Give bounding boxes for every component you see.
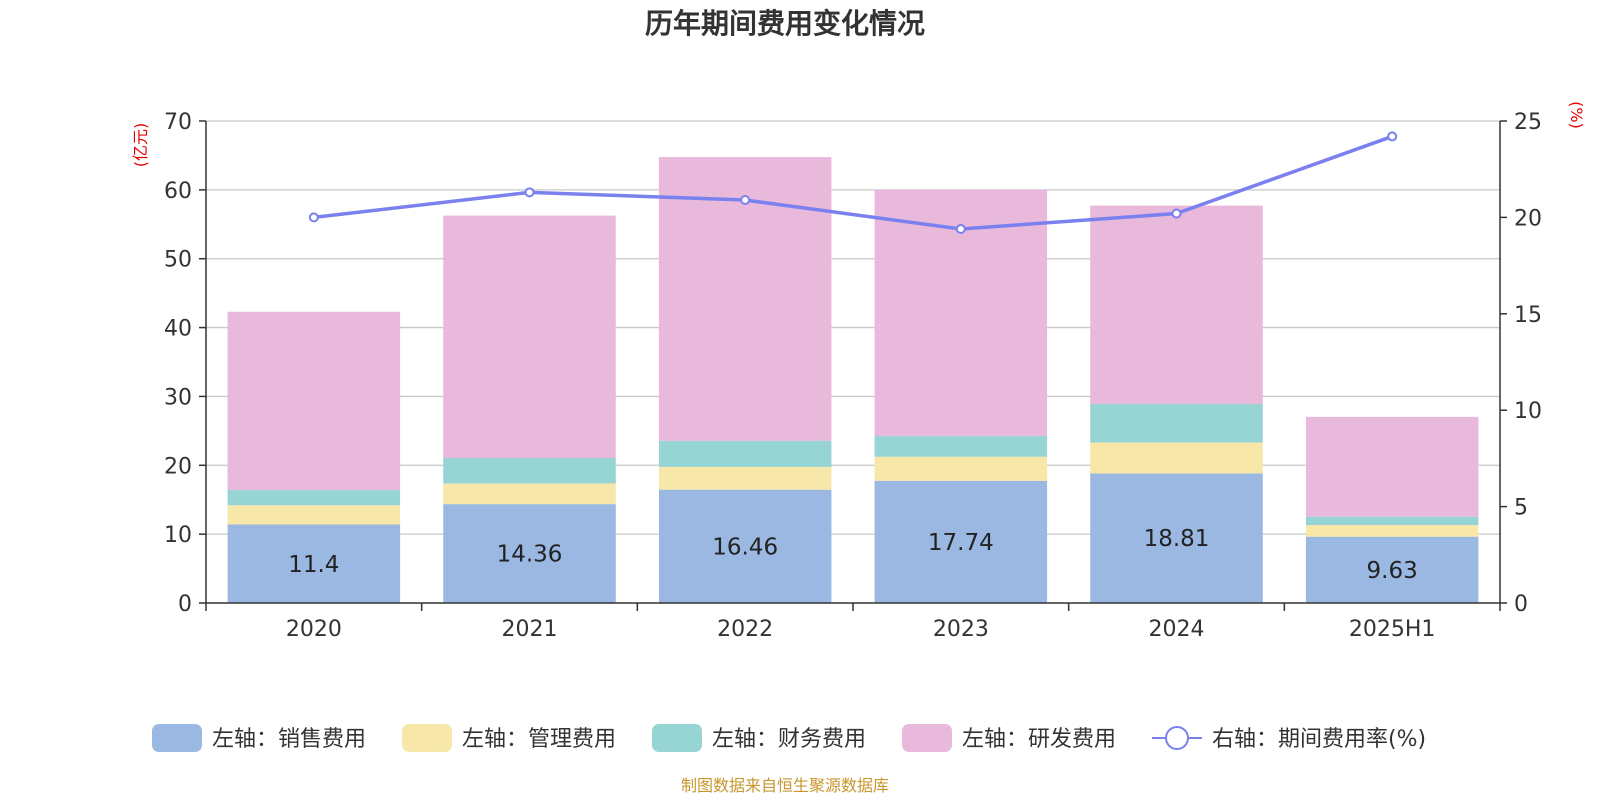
left-tick-label: 60 <box>164 179 192 204</box>
bar-segment-4 <box>443 215 616 458</box>
bar-segment-1 <box>1305 536 1479 603</box>
left-tick-label: 50 <box>164 248 192 273</box>
legend-item[interactable]: 右轴：期间费用率(%) <box>1152 726 1426 752</box>
bar-data-label: 16.46 <box>712 534 778 560</box>
x-tick-label: 2024 <box>1149 617 1205 642</box>
bar-segment-3 <box>1090 403 1263 443</box>
x-tick-label: 2020 <box>286 617 342 642</box>
bar-data-label: 9.63 <box>1367 558 1418 584</box>
left-axis-unit: (亿元) <box>131 123 150 168</box>
legend-swatch <box>152 724 202 752</box>
bar-data-label: 14.36 <box>497 542 563 568</box>
right-tick-label: 15 <box>1514 303 1542 328</box>
x-tick-label: 2022 <box>717 617 773 642</box>
left-tick-label: 10 <box>164 523 192 548</box>
bar-segment-3 <box>443 457 616 484</box>
x-tick-label: 2023 <box>933 617 989 642</box>
legend-label: 左轴：管理费用 <box>462 727 616 752</box>
legend-label: 左轴：财务费用 <box>712 727 866 752</box>
bar-segment-2 <box>874 456 1048 481</box>
bar-data-label: 11.4 <box>288 552 339 578</box>
data-source-note: 制图数据来自恒生聚源数据库 <box>681 776 889 795</box>
bar-segment-2 <box>1090 442 1263 474</box>
rate-line-series <box>308 131 1398 234</box>
rate-point <box>740 195 751 206</box>
x-tick-label: 2025H1 <box>1349 617 1436 642</box>
bar-segment-3 <box>1305 516 1479 525</box>
rate-point <box>955 223 966 234</box>
bar-segment-1 <box>227 524 401 603</box>
legend-swatch <box>902 724 952 752</box>
right-axis-unit: (%) <box>1567 101 1586 129</box>
chart-title: 历年期间费用变化情况 <box>645 7 925 40</box>
left-tick-label: 40 <box>164 317 192 342</box>
bar-segment-1 <box>443 504 616 603</box>
bar-segment-2 <box>658 466 832 490</box>
left-tick-label: 30 <box>164 385 192 410</box>
left-tick-label: 0 <box>178 592 192 617</box>
bar-segment-2 <box>227 505 401 525</box>
left-tick-label: 70 <box>164 110 192 135</box>
bar-segment-1 <box>1090 473 1263 603</box>
legend-item[interactable]: 左轴：管理费用 <box>402 724 616 752</box>
bar-segment-3 <box>227 490 401 506</box>
bar-segment-2 <box>443 483 616 505</box>
legend-label: 左轴：销售费用 <box>212 727 366 752</box>
bar-segment-3 <box>658 440 832 467</box>
legend-item[interactable]: 左轴：销售费用 <box>152 724 366 752</box>
right-tick-label: 10 <box>1514 399 1542 424</box>
bar-segment-4 <box>1305 416 1479 517</box>
grid-lines <box>206 120 1500 535</box>
right-tick-label: 5 <box>1514 496 1528 521</box>
right-tick-label: 0 <box>1514 592 1528 617</box>
rate-point <box>524 187 535 198</box>
bar-series: 11.4 14.36 16.46 17.74 18.81 9.63 <box>227 157 1479 603</box>
legend-item[interactable]: 左轴：财务费用 <box>652 724 866 752</box>
rate-line <box>313 134 1393 231</box>
rate-point <box>1171 208 1182 219</box>
bar-segment-3 <box>874 436 1048 457</box>
legend-item[interactable]: 左轴：研发费用 <box>902 724 1116 752</box>
bar-segment-1 <box>874 480 1048 603</box>
legend-marker-swatch <box>1165 726 1189 750</box>
bar-segment-2 <box>1305 524 1479 537</box>
rate-point <box>308 212 319 223</box>
right-tick-label: 20 <box>1514 206 1542 231</box>
x-tick-label: 2021 <box>502 617 558 642</box>
right-tick-label: 25 <box>1514 110 1542 135</box>
legend-swatch <box>652 724 702 752</box>
left-tick-label: 20 <box>164 454 192 479</box>
legend-label: 左轴：研发费用 <box>962 727 1116 752</box>
legend-swatch <box>402 724 452 752</box>
bar-data-label: 17.74 <box>928 530 994 556</box>
legend[interactable]: 左轴：销售费用 左轴：管理费用 左轴：财务费用 左轴：研发费用 右轴：期间费用率(%) <box>152 724 1426 752</box>
axes: 0 10 20 30 40 50 60 70 0 5 10 15 20 25 2020 2021 2022 202… <box>164 110 1542 642</box>
bar-segment-4 <box>227 311 401 491</box>
rate-point <box>1387 131 1398 142</box>
bar-segment-1 <box>658 489 832 603</box>
legend-label: 右轴：期间费用率(%) <box>1212 727 1426 752</box>
bar-segment-4 <box>1090 205 1263 404</box>
bar-data-label: 18.81 <box>1144 526 1210 552</box>
